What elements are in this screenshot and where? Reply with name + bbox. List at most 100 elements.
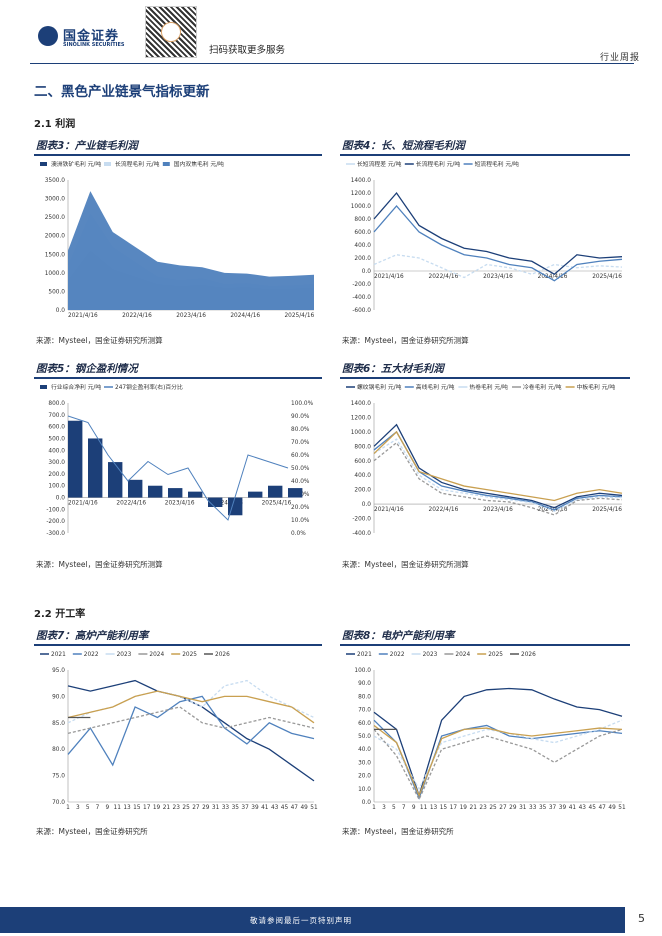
y-tick-label: 200.0	[48, 472, 65, 478]
electric-furnace-chart: 2021 2022 2023 2024 2025 2026 0.0 10.0 20.0 30.0 4…	[346, 652, 626, 811]
figure-source: 来源：Mysteel，国金证券研究所测算	[342, 336, 469, 345]
y-tick-label: 3000.0	[45, 197, 66, 203]
y-tick-label: 2000.0	[45, 234, 66, 240]
legend-swatch	[162, 162, 170, 166]
figure-source: 来源：Mysteel，国金证券研究所测算	[342, 560, 469, 569]
x-tick-label: 11	[114, 805, 122, 811]
y-tick-label: 600.0	[354, 230, 371, 236]
legend-label: 247钢企盈利率(右)百分比	[115, 383, 183, 391]
y-tick-label: 500.0	[48, 436, 65, 442]
y-tick-label: 70.0	[358, 708, 371, 714]
y2-tick-label: 20.0%	[291, 505, 310, 511]
y-tick-label: 10.0	[358, 787, 371, 793]
figure-source: 来源：Mysteel，国金证券研究所	[342, 827, 454, 836]
x-tick-label: 39	[559, 805, 567, 811]
y-tick-label: -400.0	[352, 295, 371, 301]
legend-label: 冷卷毛利 元/吨	[523, 383, 562, 391]
y-tick-label: 400.0	[354, 243, 371, 249]
legend-label: 2025	[488, 652, 503, 658]
figure-source: 来源：Mysteel，国金证券研究所测算	[36, 336, 163, 345]
long-short-process-chart: 长短流程差 元/吨 长流程毛利 元/吨 短流程毛利 元/吨 -600.0 -400.0 -…	[346, 160, 623, 314]
x-tick-label: 2023/4/16	[165, 501, 195, 507]
figure-title: 图表3：产业链毛利润	[36, 140, 138, 152]
x-tick-label: 45	[281, 805, 289, 811]
y-tick-label: 75.0	[52, 774, 65, 780]
figure-source: 来源：Mysteel，国金证券研究所	[36, 827, 148, 836]
x-tick-label: 2025/4/16	[262, 501, 292, 507]
y-tick-label: 400.0	[354, 473, 371, 479]
x-tick-label: 2023/4/16	[483, 507, 513, 513]
x-tick-label: 2022/4/16	[122, 313, 152, 319]
y-tick-label: -100.0	[46, 507, 65, 513]
x-tick-label: 1	[66, 805, 70, 811]
y-tick-label: 1200.0	[351, 191, 372, 197]
line-series	[67, 706, 315, 734]
header-divider	[30, 63, 634, 64]
x-tick-label: 29	[202, 805, 210, 811]
x-tick-label: 41	[261, 805, 269, 811]
y-tick-label: 70.0	[52, 800, 65, 806]
x-tick-label: 2024/4/16	[538, 274, 568, 280]
figure-rule	[340, 154, 630, 156]
x-tick-label: 19	[460, 805, 468, 811]
y-tick-label: 1500.0	[45, 252, 66, 258]
line-series	[373, 687, 623, 798]
y2-tick-label: 90.0%	[291, 414, 310, 420]
y-tick-label: 300.0	[48, 460, 65, 466]
bar-mark	[268, 485, 283, 498]
bar-mark	[248, 491, 263, 498]
y-tick-label: 40.0	[358, 747, 371, 753]
y-tick-label: 0.0	[362, 269, 372, 275]
x-tick-label: 2025/4/16	[284, 313, 314, 319]
x-tick-label: 31	[519, 805, 527, 811]
x-tick-label: 25	[489, 805, 497, 811]
y-tick-label: -600.0	[352, 308, 371, 314]
figure-rule	[34, 154, 322, 156]
legend-label: 高线毛利 元/吨	[416, 383, 455, 391]
line-series	[373, 430, 623, 502]
y-tick-label: 1200.0	[351, 415, 372, 421]
line-series	[373, 191, 623, 276]
y-tick-label: 20.0	[358, 774, 371, 780]
x-tick-label: 3	[382, 805, 386, 811]
y-tick-label: 0.0	[362, 502, 372, 508]
y-tick-label: 60.0	[358, 721, 371, 727]
bar-mark	[128, 479, 143, 498]
legend-label: 2023	[423, 652, 438, 658]
x-tick-label: 33	[222, 805, 230, 811]
legend-label: 2026	[521, 652, 536, 658]
y-tick-label: 400.0	[48, 448, 65, 454]
x-tick-label: 13	[123, 805, 131, 811]
x-tick-label: 49	[300, 805, 308, 811]
figure-rule	[34, 377, 322, 379]
y-tick-label: 1000.0	[351, 430, 372, 436]
x-tick-label: 13	[430, 805, 438, 811]
y2-tick-label: 60.0%	[291, 453, 310, 459]
bar-mark	[228, 497, 243, 516]
line-series	[67, 679, 315, 782]
x-tick-label: 2021/4/16	[374, 507, 404, 513]
y-tick-label: 1000.0	[45, 271, 66, 277]
y2-tick-label: 80.0%	[291, 427, 310, 433]
y-tick-label: 800.0	[48, 401, 65, 407]
line-series	[373, 728, 623, 801]
x-tick-label: 2023/4/16	[483, 274, 513, 280]
y-tick-label: 50.0	[358, 734, 371, 740]
brand-logo-icon	[38, 26, 58, 46]
five-materials-chart: 螺纹钢毛利 元/吨 高线毛利 元/吨 热卷毛利 元/吨 冷卷毛利 元/吨 中板毛利 元/…	[346, 383, 623, 537]
y-tick-label: 100.0	[48, 484, 65, 490]
brand-name-en: SINOLINK SECURITIES	[63, 42, 125, 48]
legend-label: 螺纹钢毛利 元/吨	[357, 383, 402, 391]
legend-label: 2021	[357, 652, 372, 658]
x-tick-label: 3	[76, 805, 80, 811]
y-tick-label: 1000.0	[351, 204, 372, 210]
x-tick-label: 43	[271, 805, 279, 811]
y-tick-label: 30.0	[358, 760, 371, 766]
x-tick-label: 7	[96, 805, 100, 811]
legend-label: 2022	[390, 652, 405, 658]
footer-disclaimer[interactable]: 敬请参阅最后一页特别声明	[250, 916, 352, 925]
y-tick-label: 200.0	[354, 488, 371, 494]
y-tick-label: 1400.0	[351, 178, 372, 184]
x-tick-label: 19	[153, 805, 161, 811]
x-tick-label: 2025/4/16	[592, 274, 622, 280]
